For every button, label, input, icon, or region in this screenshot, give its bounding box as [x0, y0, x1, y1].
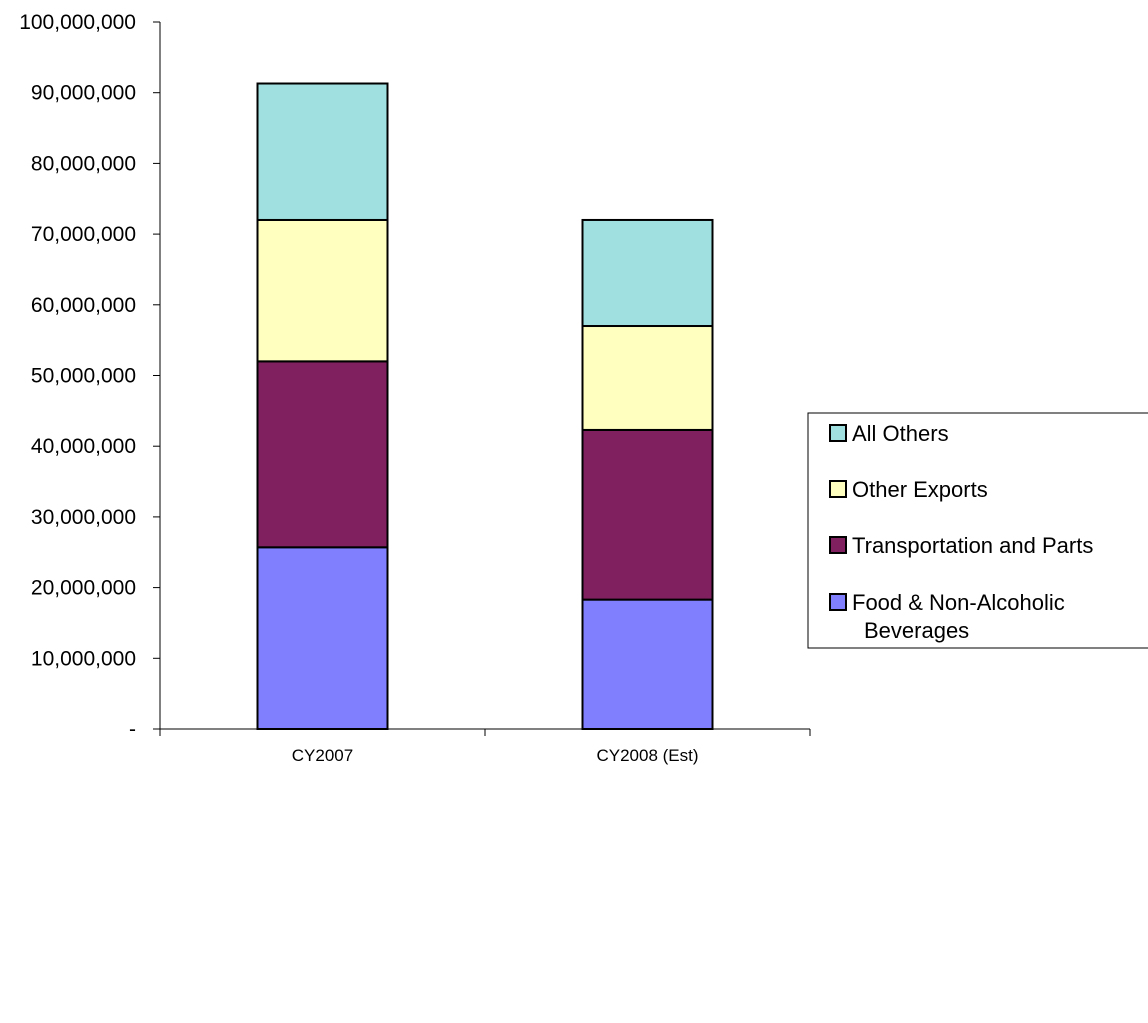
bars	[256, 82, 714, 731]
y-tick-label: 70,000,000	[31, 223, 136, 246]
legend-swatch	[829, 536, 847, 554]
y-tick-label: 20,000,000	[31, 577, 136, 600]
bar-segment	[581, 428, 714, 601]
bar-segment	[256, 546, 389, 731]
y-tick-label: 100,000,000	[19, 11, 136, 34]
bar-segment	[256, 360, 389, 549]
y-tick-label: 30,000,000	[31, 506, 136, 529]
bar-segment	[256, 218, 389, 363]
bar-segment	[581, 598, 714, 731]
y-tick-label: 40,000,000	[31, 435, 136, 458]
y-axis: - 10,000,000 20,000,000 30,000,000 40,000,00…	[19, 11, 161, 741]
legend-label: Beverages	[864, 618, 969, 643]
legend: All Others Other Exports Transportation an…	[807, 412, 1148, 649]
y-tick-label: -	[129, 718, 136, 741]
y-tick-label: 50,000,000	[31, 365, 136, 388]
y-tick-label: 10,000,000	[31, 647, 136, 670]
legend-label: Other Exports	[852, 477, 988, 502]
y-tick-label: 60,000,000	[31, 294, 136, 317]
legend-label: Transportation and Parts	[852, 533, 1093, 558]
legend-label: Food & Non-Alcoholic	[852, 590, 1065, 615]
x-tick-label: CY2008 (Est)	[596, 746, 698, 765]
legend-label: All Others	[852, 421, 949, 446]
x-tick-label: CY2007	[292, 746, 353, 765]
y-tick-label: 90,000,000	[31, 82, 136, 105]
bar-segment	[581, 218, 714, 328]
bar-segment	[256, 82, 389, 221]
x-axis: CY2007 CY2008 (Est)	[159, 728, 811, 765]
bar-segment	[581, 325, 714, 431]
y-tick-label: 80,000,000	[31, 152, 136, 175]
legend-swatch	[829, 424, 847, 442]
legend-box	[807, 412, 1148, 649]
legend-swatch	[829, 593, 847, 611]
legend-swatch	[829, 480, 847, 498]
